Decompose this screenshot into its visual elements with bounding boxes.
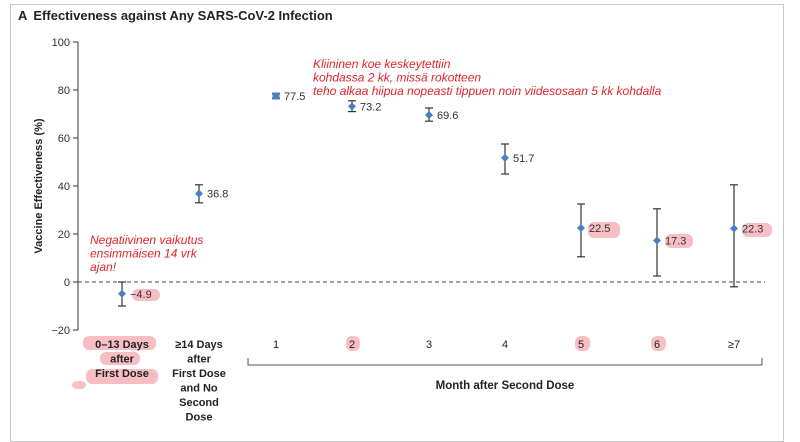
data-label: 22.3 <box>742 223 763 235</box>
highlight-mark <box>100 352 140 365</box>
annotation-text: ensimmäisen 14 vrk <box>90 247 198 261</box>
y-tick-label: 20 <box>58 229 70 241</box>
data-point <box>348 102 356 111</box>
y-tick-label: 80 <box>58 85 70 97</box>
highlight-mark <box>575 336 590 351</box>
x-tick-label: after <box>110 354 135 366</box>
panel-letter: A <box>18 8 28 23</box>
data-label: 17.3 <box>665 235 686 247</box>
data-label: 69.6 <box>437 110 458 122</box>
y-tick-label: 100 <box>52 37 70 49</box>
x-tick-label: 6 <box>654 339 660 351</box>
highlight-mark <box>72 381 86 389</box>
highlight-mark <box>346 336 360 351</box>
data-label: −4.9 <box>130 289 152 301</box>
data-point <box>577 224 585 232</box>
data-point <box>425 110 433 119</box>
highlight-mark <box>132 289 160 301</box>
highlight-mark <box>651 336 666 351</box>
data-label: 77.5 <box>284 91 305 103</box>
x-tick-label: First Dose <box>172 368 226 380</box>
x-axis-label: Month after Second Dose <box>436 380 575 392</box>
x-tick-label: 5 <box>578 339 584 351</box>
highlight-mark <box>83 336 156 350</box>
data-point <box>118 289 126 298</box>
annotation-text: kohdassa 2 kk, missä rokotteen <box>313 71 481 85</box>
x-tick-label: First Dose <box>95 368 149 380</box>
x-tick-label: Dose <box>186 412 213 424</box>
chart-title: A Effectiveness against Any SARS-CoV-2 In… <box>18 8 333 23</box>
y-tick-label: 40 <box>58 181 70 193</box>
x-tick-label: 4 <box>502 339 508 351</box>
x-tick-label: ≥14 Days <box>175 339 223 351</box>
y-tick-label: 60 <box>58 133 70 145</box>
data-point <box>195 189 203 198</box>
data-point <box>730 224 738 233</box>
data-point <box>272 92 280 100</box>
data-point <box>653 236 661 245</box>
x-tick-label: 0–13 Days <box>95 339 149 351</box>
y-tick-label: −20 <box>51 325 70 337</box>
highlight-mark <box>742 223 772 237</box>
x-tick-label: Second <box>179 397 219 409</box>
highlight-mark <box>86 369 158 384</box>
x-tick-label: ≥7 <box>728 339 740 351</box>
y-tick-label: 0 <box>64 277 70 289</box>
annotation-text: ajan! <box>90 260 117 274</box>
y-axis-label: Vaccine Effectiveness (%) <box>33 118 45 253</box>
data-label: 51.7 <box>513 153 534 165</box>
highlight-mark <box>665 234 693 248</box>
data-label: 73.2 <box>360 101 381 113</box>
x-tick-label: and No <box>180 383 218 395</box>
x-tick-label: 1 <box>273 339 279 351</box>
annotation-text: teho alkaa hiipua nopeasti tippuen noin … <box>313 84 662 98</box>
data-point <box>501 153 509 162</box>
month-group-bracket <box>247 358 763 366</box>
x-tick-label: after <box>187 354 212 366</box>
data-label: 36.8 <box>207 189 228 201</box>
highlight-mark <box>588 222 620 238</box>
x-tick-label: 2 <box>349 339 355 351</box>
data-label: 22.5 <box>589 223 610 235</box>
annotation-text: Kliininen koe keskeytettiin <box>313 57 451 71</box>
chart-title-text: Effectiveness against Any SARS-CoV-2 Inf… <box>33 8 333 23</box>
x-tick-label: 3 <box>426 339 432 351</box>
annotation-text: Negatiivinen vaikutus <box>90 233 203 247</box>
